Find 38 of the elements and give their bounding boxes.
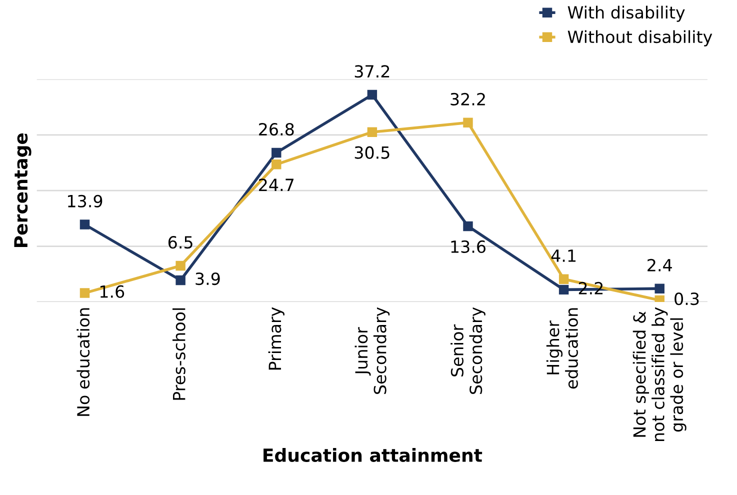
point xyxy=(80,288,90,298)
data-label: 32.2 xyxy=(450,92,485,106)
data-label: 26.8 xyxy=(259,122,294,136)
point xyxy=(367,90,378,100)
point xyxy=(176,275,186,286)
x-tick-label: Not specified & not classified by grade or level xyxy=(632,307,686,441)
data-label: 13.6 xyxy=(451,240,486,254)
data-label: 3.9 xyxy=(196,272,220,286)
data-label: 6.5 xyxy=(168,236,192,249)
point xyxy=(176,260,186,271)
x-tick-label: Primary xyxy=(268,307,284,370)
point xyxy=(558,274,569,284)
legend-label: Without disability xyxy=(568,30,712,46)
data-label: 0.3 xyxy=(674,292,699,306)
point xyxy=(272,160,282,170)
point xyxy=(80,220,90,230)
x-tick-label: Senior Secondary xyxy=(450,307,486,394)
y-axis-title: Percentage xyxy=(14,133,32,248)
point xyxy=(367,127,378,137)
x-axis-title: Education attainment xyxy=(264,448,482,462)
point xyxy=(463,118,473,128)
data-label: 2.2 xyxy=(578,282,603,294)
legend-label: With disability xyxy=(568,6,685,22)
data-label: 4.1 xyxy=(551,250,576,262)
x-tick-label: Pres-school xyxy=(172,308,186,400)
x-tick-label: Higher education xyxy=(546,308,578,389)
data-label: 2.4 xyxy=(648,258,672,272)
point xyxy=(654,284,664,294)
data-label: 37.2 xyxy=(354,65,390,78)
x-tick-label: Junior Secondary xyxy=(354,307,390,394)
data-label: 1.6 xyxy=(100,285,124,298)
data-label: 13.9 xyxy=(68,194,102,208)
data-label: 30.5 xyxy=(354,146,390,159)
point xyxy=(558,284,569,295)
point xyxy=(463,221,473,232)
point xyxy=(272,148,282,158)
x-tick-label: No education xyxy=(76,308,90,416)
data-label: 24.7 xyxy=(259,178,294,191)
